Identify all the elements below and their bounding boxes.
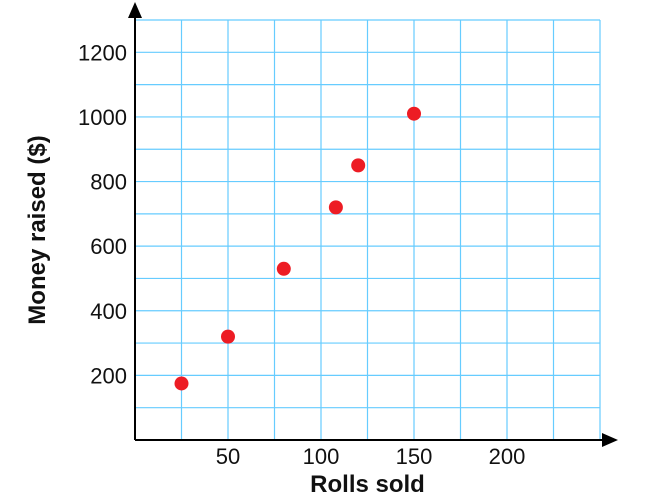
data-point (221, 330, 235, 344)
chart-stage: 50 100 150 200 200 400 600 800 1000 1200 Rolls sol… (0, 0, 660, 502)
x-tick-label: 200 (489, 444, 526, 469)
y-tick-label: 1000 (78, 105, 127, 130)
y-tick-label: 1200 (78, 40, 127, 65)
scatter-chart: 50 100 150 200 200 400 600 800 1000 1200 Rolls sol… (0, 0, 660, 502)
data-point (351, 158, 365, 172)
x-tick-label: 50 (216, 444, 240, 469)
data-point (329, 200, 343, 214)
data-point (277, 262, 291, 276)
y-tick-label: 200 (90, 363, 127, 388)
y-axis-label: Money raised ($) (24, 135, 51, 324)
x-axis-label: Rolls sold (310, 471, 425, 498)
x-tick-label: 100 (303, 444, 340, 469)
y-tick-label: 600 (90, 234, 127, 259)
x-tick-label: 150 (396, 444, 433, 469)
data-point (407, 107, 421, 121)
y-tick-label: 400 (90, 299, 127, 324)
y-tick-label: 800 (90, 170, 127, 195)
data-point (175, 376, 189, 390)
